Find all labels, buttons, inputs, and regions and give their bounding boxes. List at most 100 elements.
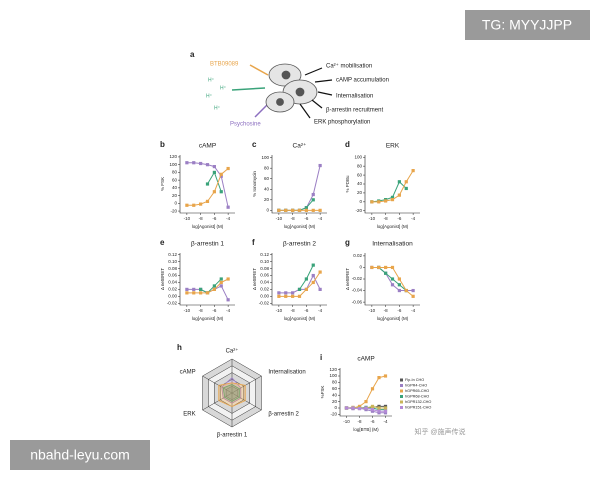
data-point xyxy=(219,280,223,285)
y-tick-label: 0.12 xyxy=(168,252,177,257)
data-point xyxy=(226,277,230,281)
x-tick-label: -8 xyxy=(384,308,388,313)
x-tick-label: -8 xyxy=(384,216,388,221)
y-tick-label: 0 xyxy=(266,208,269,213)
y-tick-label: 0.08 xyxy=(260,266,269,271)
x-tick-label: -6 xyxy=(212,216,216,221)
panel-label: e xyxy=(160,238,165,247)
x-tick-label: -8 xyxy=(357,419,361,424)
x-axis-label: log[Agonist] (M) xyxy=(377,224,409,229)
legend-swatch xyxy=(400,395,403,398)
y-tick-label: 20 xyxy=(172,193,178,198)
x-tick-label: -4 xyxy=(411,308,415,313)
radar-axis xyxy=(202,392,233,411)
data-point xyxy=(404,186,408,191)
data-point xyxy=(226,205,230,209)
radar-axis-label: ERK xyxy=(183,412,195,418)
data-point xyxy=(311,192,315,197)
data-point xyxy=(390,277,395,281)
data-point xyxy=(304,206,308,210)
data-point xyxy=(212,284,216,288)
data-point xyxy=(397,283,401,287)
data-point xyxy=(219,172,223,176)
radar-area xyxy=(218,382,246,408)
data-point xyxy=(318,208,322,212)
legend-swatch xyxy=(400,384,403,387)
y-tick-label: -0.06 xyxy=(352,299,363,304)
data-point xyxy=(411,288,415,293)
chart-title: cAMP xyxy=(357,356,374,363)
source-watermark: 知乎 @施声传说 xyxy=(414,427,465,436)
series-line xyxy=(278,199,314,211)
data-point xyxy=(397,193,401,197)
chart-title: Internalisation xyxy=(372,241,413,248)
ligand: H⁺ xyxy=(220,85,227,91)
panel-a: a BTB09089 H⁺ H⁺ H⁺ H⁺ Psychosine Ca²⁺ m… xyxy=(190,50,389,127)
y-tick-label: 60 xyxy=(332,386,338,391)
data-point xyxy=(291,208,295,212)
radar-axis-label: β-arrestin 1 xyxy=(217,433,248,439)
legend-label: hGPR151-CHO xyxy=(405,406,431,410)
y-axis-label: Δ netBRET xyxy=(345,268,350,291)
chart-title: β-arrestin 2 xyxy=(283,241,316,248)
x-tick-label: -10 xyxy=(276,308,283,313)
data-point xyxy=(370,265,374,270)
panel-label: c xyxy=(252,140,257,149)
data-point xyxy=(226,166,230,171)
legend-label: hGPR4-CHO xyxy=(405,384,427,388)
y-tick-label: 40 xyxy=(172,185,178,190)
radar-axis xyxy=(231,392,262,411)
radar-axis-label: Internalisation xyxy=(268,370,305,376)
data-point xyxy=(318,287,322,291)
legend-label: hGPR68-CHO xyxy=(405,395,429,399)
data-point xyxy=(284,291,288,295)
data-point xyxy=(291,294,295,298)
data-point xyxy=(277,208,281,212)
data-point xyxy=(297,208,302,212)
panel-label: h xyxy=(177,343,182,352)
data-point xyxy=(284,294,288,298)
x-tick-label: -4 xyxy=(383,419,387,424)
y-tick-label: 60 xyxy=(357,172,363,177)
y-axis-label: % PDBu xyxy=(345,175,350,193)
panel-label: f xyxy=(252,238,255,247)
ligand: H⁺ xyxy=(206,93,213,99)
data-point xyxy=(199,202,203,206)
data-point xyxy=(185,287,189,291)
data-point xyxy=(370,387,375,391)
data-point xyxy=(226,298,230,302)
data-point xyxy=(364,406,368,410)
data-point xyxy=(311,263,315,267)
series-line xyxy=(299,264,314,290)
y-tick-label: 0.02 xyxy=(260,287,269,292)
panel-label: d xyxy=(345,140,350,149)
y-axis-label: Δ netBRET xyxy=(252,268,257,291)
data-point xyxy=(277,294,281,298)
series-line xyxy=(207,171,222,192)
data-point xyxy=(185,203,189,207)
x-tick-label: -6 xyxy=(370,419,374,424)
y-tick-label: 0 xyxy=(334,405,337,410)
y-tick-label: 0.02 xyxy=(168,287,177,292)
data-point xyxy=(212,170,216,174)
data-point xyxy=(205,199,210,203)
watermark-box xyxy=(10,440,150,470)
data-point xyxy=(192,161,196,165)
data-point xyxy=(377,200,381,204)
x-tick-label: -4 xyxy=(226,308,230,313)
data-point xyxy=(185,161,189,165)
y-tick-label: 20 xyxy=(264,197,270,202)
y-tick-label: 100 xyxy=(329,373,337,378)
chart-title: Ca²⁺ xyxy=(293,143,307,150)
output: Internalisation xyxy=(336,94,373,100)
data-point xyxy=(357,407,362,411)
data-point xyxy=(311,280,315,285)
y-tick-label: 0.04 xyxy=(168,280,177,285)
radar-area xyxy=(222,384,240,402)
y-tick-label: 0.06 xyxy=(260,273,269,278)
y-tick-label: 20 xyxy=(357,190,363,195)
data-point xyxy=(304,287,308,291)
y-tick-label: 100 xyxy=(354,154,362,159)
data-point xyxy=(185,291,189,295)
data-point xyxy=(390,283,395,287)
